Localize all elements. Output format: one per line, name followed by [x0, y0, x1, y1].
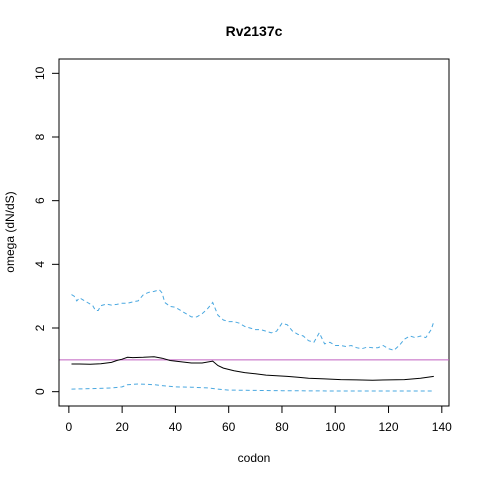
y-tick-label: 0: [33, 388, 47, 395]
x-tick-label: 40: [169, 420, 183, 434]
series-line-mean: [71, 356, 434, 381]
x-tick-label: 140: [432, 420, 452, 434]
y-tick-label: 6: [33, 197, 47, 204]
series-layer: [71, 289, 435, 392]
x-tick-label: 20: [115, 420, 129, 434]
y-axis: 0 2 4 6 8 10: [33, 66, 60, 395]
x-tick-label: 0: [66, 420, 73, 434]
y-tick-label: 8: [33, 133, 47, 140]
x-tick-label: 100: [325, 420, 345, 434]
y-axis-label: omega (dN/dS): [3, 191, 17, 272]
y-tick-label: 4: [33, 261, 47, 268]
x-axis-label: codon: [238, 451, 271, 465]
x-tick-label: 60: [222, 420, 236, 434]
chart-title: Rv2137c: [226, 23, 283, 39]
y-tick-label: 2: [33, 324, 47, 331]
series-line-lower: [71, 383, 434, 392]
x-tick-label: 120: [379, 420, 399, 434]
series-line-upper: [71, 289, 435, 351]
x-axis: 0 20 40 60 80 100 120 140: [66, 405, 452, 434]
x-tick-label: 80: [275, 420, 289, 434]
plot-frame: [58, 58, 450, 407]
y-tick-label: 10: [33, 66, 47, 80]
